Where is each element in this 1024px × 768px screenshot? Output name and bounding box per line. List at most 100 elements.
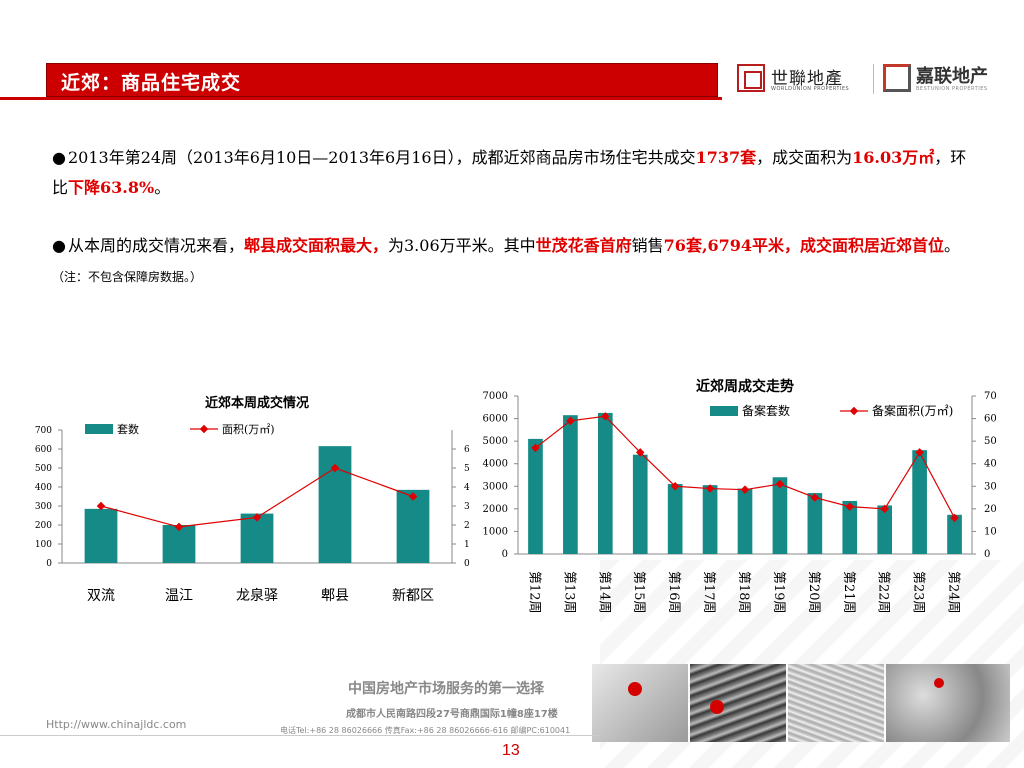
chart0-tick-right-label: 0 (464, 559, 470, 569)
chart1-category-label: 第23周 (911, 571, 926, 614)
chart0-line-point (96, 501, 106, 511)
chart1-legend-bar-label: 备案套数 (742, 403, 790, 418)
p2-text-a: 从本周的成交情况来看， (67, 236, 244, 255)
bestunion-logo-icon (883, 64, 911, 92)
bullet-icon: ● (52, 236, 66, 255)
page-number: 13 (502, 742, 520, 759)
chart0-tick-left-label: 500 (35, 464, 52, 474)
worldunion-logo-name: 世聯地產 (771, 69, 843, 89)
footer-url-link[interactable]: Http://www.chinajldc.com (46, 718, 187, 731)
worldunion-logo-icon (737, 64, 765, 92)
chart0-title: 近郊本周成交情况 (205, 395, 309, 411)
chart0-tick-left-label: 0 (46, 559, 52, 569)
chart0-tick-left-label: 200 (35, 521, 52, 531)
chart1-line-point (880, 504, 889, 514)
p2-text-b: 为3.06万平米。其中 (388, 236, 536, 255)
chart1-line-point (915, 448, 924, 457)
chart1-line-point (670, 482, 680, 491)
chart1-line-point (810, 493, 820, 502)
footer-photo-2 (690, 664, 786, 742)
bestunion-logo-name: 嘉联地产 (916, 66, 988, 87)
chart1-bar (632, 454, 648, 554)
chart1-line-point (950, 513, 959, 523)
chart0-legend-line-marker (199, 424, 209, 434)
chart0-category-label: 郫县 (321, 588, 349, 604)
chart0-tick-left-label: 700 (35, 426, 52, 436)
chart1-tick-right-label: 20 (984, 504, 997, 515)
chart1-bar (912, 450, 927, 554)
chart1-tick-left-label: 6000 (483, 414, 508, 425)
chart1-category-label: 第21周 (841, 571, 856, 614)
p2-text-c: 销售 (631, 236, 664, 255)
chart1-bar (947, 514, 962, 554)
chart1-bar (877, 505, 893, 554)
p1-text-c: ，环比 (52, 148, 967, 197)
p2-highlight-sales: 76套,6794平米，成交面积居近郊首位 (663, 236, 945, 255)
chart1-legend-bar-swatch (710, 406, 738, 416)
chart1-tick-right-label: 0 (984, 549, 990, 560)
chart1-tick-right-label: 70 (984, 391, 997, 402)
p1-highlight-change: 下降63.8% (68, 178, 155, 197)
chart1-category-label: 第13周 (561, 571, 576, 614)
chart1-category-label: 第19周 (771, 571, 786, 614)
chart1-category-label: 第12周 (526, 571, 541, 614)
ladybug-icon (934, 678, 944, 688)
chart0-category-label: 龙泉驿 (236, 587, 278, 604)
footer-photo-3 (788, 664, 884, 742)
chart1-line-point (705, 484, 715, 493)
p1-highlight-units: 1737套 (695, 148, 757, 167)
chart1-tick-right-label: 10 (984, 526, 997, 537)
chart1-line-point (601, 412, 610, 421)
chart1-category-label: 第14周 (596, 571, 611, 614)
worldunion-logo-sub: WORLDUNION PROPERTIES (771, 86, 850, 92)
chart0-tick-left-label: 300 (35, 502, 52, 512)
logo-divider (873, 64, 874, 94)
chart0-category-label: 温江 (165, 588, 193, 604)
chart0-legend-line-label: 面积(万㎡) (222, 423, 275, 436)
chart0-category-label: 新都区 (392, 588, 434, 604)
chart1-bar (563, 415, 578, 554)
p2-text-d: 。 (944, 236, 961, 255)
chart1-bar (667, 484, 683, 554)
chart0-tick-left-label: 400 (35, 483, 52, 493)
chart0-tick-right-label: 4 (464, 483, 470, 493)
chart0-tick-right-label: 2 (464, 521, 470, 531)
chart1-tick-left-label: 1000 (483, 526, 508, 537)
chart1-line-point (566, 416, 575, 426)
slide-title: 近郊：商品住宅成交 (61, 72, 242, 94)
summary-paragraph-2: ● 从本周的成交情况来看，郫县成交面积最大，为3.06万平米。其中世茂花香首府销售… (52, 231, 972, 292)
p2-note: （注：不包含保障房数据。） (52, 270, 203, 284)
title-underline (0, 97, 722, 100)
footer-photo-4 (886, 664, 1010, 742)
chart1-tick-right-label: 50 (984, 436, 997, 447)
chart1-category-label: 第15周 (631, 571, 646, 614)
footer-address: 成都市人民南路四段27号商鼎国际1幢8座17楼 (346, 709, 558, 720)
chart1-bar (772, 477, 788, 554)
chart0-bar (318, 446, 352, 563)
chart1-line-point (740, 485, 750, 494)
footer-photo-1 (592, 664, 688, 742)
chart1-bar (528, 438, 543, 554)
chart1-line-point (775, 479, 785, 489)
chart0-legend-bar-label: 套数 (117, 423, 139, 436)
p1-text-b: ，成交面积为 (756, 148, 853, 167)
chart1-title: 近郊周成交走势 (696, 378, 794, 395)
p2-highlight-district: 郫县成交面积最大， (243, 236, 388, 255)
chart1-category-label: 第18周 (736, 571, 751, 614)
summary-paragraph-1: ● 2013年第24周（2013年6月10日—2013年6月16日），成都近郊商品… (52, 143, 972, 203)
chart1-line-point (845, 502, 855, 511)
chart1-tick-left-label: 7000 (483, 391, 508, 402)
chart1-tick-left-label: 2000 (483, 504, 508, 515)
chart0-bar (240, 513, 274, 563)
red-leaf-icon (710, 700, 724, 714)
chart0-bar (162, 525, 196, 563)
chart0-tick-right-label: 3 (464, 502, 470, 512)
chart1-bar (842, 500, 858, 554)
chart0-line-point (330, 463, 340, 473)
chart1-bar (702, 485, 718, 554)
chart0-bar (396, 489, 430, 563)
chart1-tick-right-label: 60 (984, 414, 997, 425)
charts-canvas: 近郊本周成交情况01002003004005006007000123456双流温… (35, 378, 997, 614)
p2-highlight-project: 世茂花香首府 (535, 236, 632, 255)
chart1-tick-left-label: 4000 (483, 459, 508, 470)
